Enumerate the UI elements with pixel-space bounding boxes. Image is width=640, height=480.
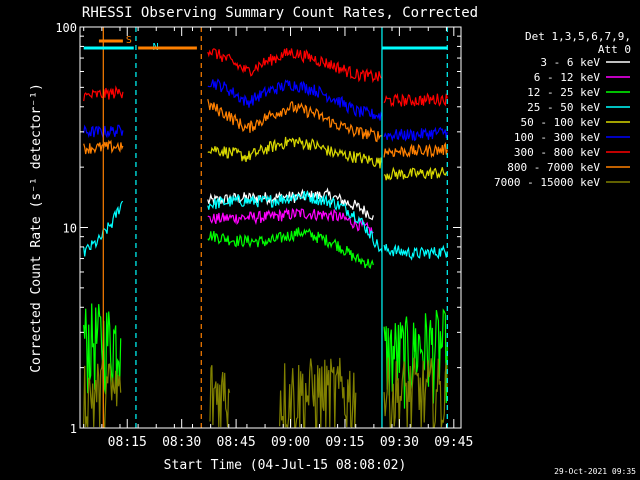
x-axis: 08:15 08:30 08:45 09:00 09:15 09:30 09:45	[83, 27, 473, 450]
legend-label-8: 800 - 7000 keV	[507, 161, 600, 174]
x-tick-label-0815: 08:15	[108, 435, 147, 450]
x-axis-label: Start Time (04-Jul-15 08:08:02)	[164, 458, 407, 473]
legend-label-1: 3 - 6 keV	[540, 56, 600, 69]
series-6-segment-2	[207, 78, 383, 121]
x-tick-label-0830: 08:30	[162, 435, 201, 450]
series-4-segment-2	[207, 191, 383, 253]
x-tick-label-0945: 09:45	[434, 435, 473, 450]
series-1-segment-1	[207, 187, 374, 221]
series-layer	[83, 48, 448, 428]
series-3-segment-1	[83, 303, 122, 395]
series-9-segment-2	[209, 365, 231, 428]
x-tick-label-0900: 09:00	[271, 435, 310, 450]
series-3-segment-2	[207, 227, 374, 269]
legend-header-1: Det 1,3,5,6,7,9,	[525, 30, 631, 43]
legend-label-3: 12 - 25 keV	[527, 86, 600, 99]
y-axis: 1 10 100	[55, 21, 461, 436]
legend: Det 1,3,5,6,7,9,Att 03 - 6 keV 6 - 12 keV…	[494, 30, 631, 189]
series-2-segment-1	[207, 207, 374, 235]
legend-label-4: 25 - 50 keV	[527, 101, 600, 114]
marker-layer	[102, 27, 448, 428]
legend-header-2: Att 0	[598, 43, 631, 56]
series-3-segment-4	[414, 308, 448, 404]
flag-layer: SN	[83, 35, 448, 53]
legend-label-6: 100 - 300 keV	[514, 131, 600, 144]
legend-label-2: 6 - 12 keV	[534, 71, 601, 84]
series-5-segment-1	[207, 136, 383, 169]
series-6-segment-3	[383, 126, 448, 143]
y-tick-label-10: 10	[63, 222, 77, 236]
series-8-segment-3	[383, 141, 448, 159]
x-tick-label-0915: 09:15	[325, 435, 364, 450]
legend-label-9: 7000 - 15000 keV	[494, 176, 600, 189]
series-7-segment-2	[207, 48, 383, 84]
series-7-segment-3	[383, 92, 448, 108]
series-4-segment-3	[383, 243, 448, 261]
series-8-segment-2	[207, 98, 383, 143]
series-9-segment-1	[83, 359, 122, 428]
series-9-segment-3	[279, 357, 357, 428]
y-tick-label-100: 100	[55, 21, 77, 35]
x-tick-label-0845: 08:45	[217, 435, 256, 450]
footer-timestamp: 29-Oct-2021 09:35	[554, 467, 636, 476]
x-tick-label-0930: 09:30	[380, 435, 419, 450]
chart-title: RHESSI Observing Summary Count Rates, Co…	[82, 5, 478, 21]
series-9-segment-4	[383, 357, 448, 428]
y-axis-label: Corrected Count Rate (s⁻¹ detector⁻¹)	[29, 83, 44, 373]
series-5-segment-2	[383, 166, 448, 181]
legend-label-5: 50 - 100 keV	[521, 116, 601, 129]
flag-label-S: S	[126, 35, 132, 46]
y-tick-label-1: 1	[70, 422, 77, 436]
legend-label-7: 300 - 800 keV	[514, 146, 600, 159]
